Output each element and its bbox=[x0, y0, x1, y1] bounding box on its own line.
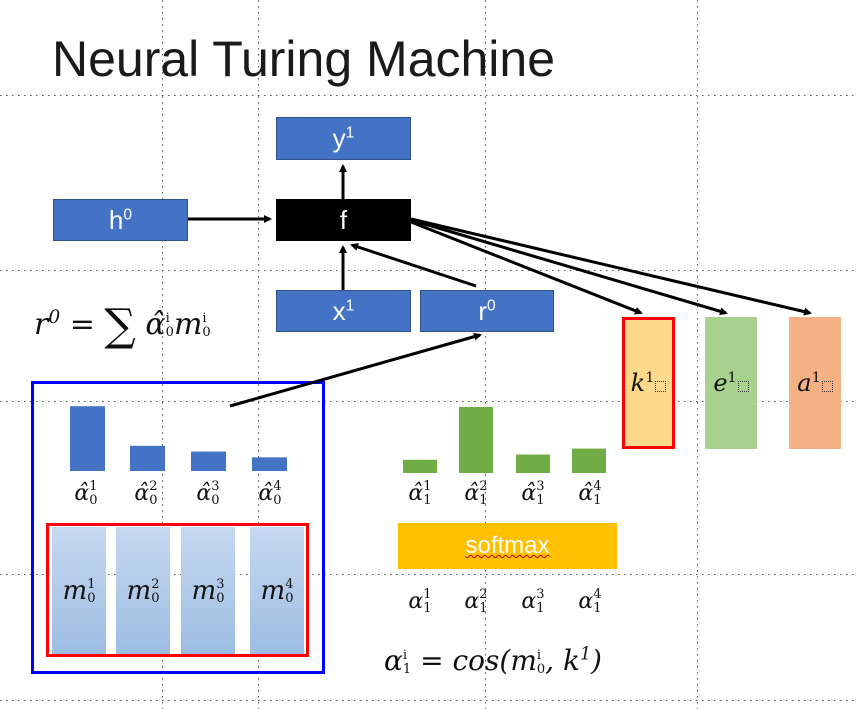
attention-prev-bars bbox=[70, 406, 287, 471]
attention-new-label-1: α̂ 1 1 bbox=[408, 479, 432, 508]
attention-new-label-2: α̂ 2 1 bbox=[464, 479, 488, 508]
memory-frame bbox=[46, 523, 309, 657]
attention-new-label-3: α̂ 3 1 bbox=[521, 479, 545, 508]
attention-prev-label-4: α̂ 4 0 bbox=[258, 479, 282, 508]
attention-new-label-4: α̂ 4 1 bbox=[578, 479, 602, 508]
attention-prev-labels: α̂ 1 0 α̂ 2 0 α̂ 3 0 α̂ 4 0 bbox=[56, 480, 306, 520]
attention-new-bar-3 bbox=[516, 454, 550, 473]
attention-new-bar-2 bbox=[459, 407, 493, 473]
attention-new-labels: α̂ 1 1 α̂ 2 1 α̂ 3 1 α̂ 4 1 bbox=[392, 480, 622, 520]
attention-prev-bar-3 bbox=[191, 451, 226, 471]
hidden-state-node-h: h0 bbox=[53, 199, 188, 241]
attention-new-bars bbox=[403, 407, 606, 473]
attention-prev-label-1: α̂ 1 0 bbox=[74, 479, 98, 508]
input-node-x: x1 bbox=[276, 290, 411, 332]
attention-new-bar-1 bbox=[403, 459, 437, 473]
output-node-y-label: y1 bbox=[332, 123, 355, 153]
output-node-y: y1 bbox=[276, 117, 411, 160]
erase-vector-e: e1 bbox=[705, 317, 757, 449]
attention-prev-label-2: α̂ 2 0 bbox=[134, 479, 158, 508]
attention-prev-bar-1 bbox=[70, 406, 105, 471]
key-vector-k: k1 bbox=[622, 317, 675, 449]
read-formula: r0 = ∑ α̂ i 0 m i 0 bbox=[34, 300, 211, 351]
attention-prev-bar-4 bbox=[252, 457, 287, 471]
attention-prev-label-3: α̂ 3 0 bbox=[196, 479, 220, 508]
page-title: Neural Turing Machine bbox=[52, 31, 556, 87]
attention-prev-bar-2 bbox=[130, 445, 165, 471]
add-vector-a: a1 bbox=[789, 317, 841, 449]
read-vector-node-r-label: r0 bbox=[478, 295, 496, 326]
softmax-box: softmax bbox=[398, 523, 617, 569]
hidden-state-node-h-label: h0 bbox=[108, 204, 133, 235]
softmax-label: softmax bbox=[465, 532, 550, 559]
input-node-x-label: x1 bbox=[332, 295, 355, 326]
attention-frame bbox=[31, 381, 325, 674]
read-vector-node-r: r0 bbox=[420, 290, 554, 332]
controller-node-f: f bbox=[276, 199, 411, 241]
attention-new-bar-4 bbox=[572, 448, 606, 473]
controller-node-f-label: f bbox=[339, 204, 348, 235]
